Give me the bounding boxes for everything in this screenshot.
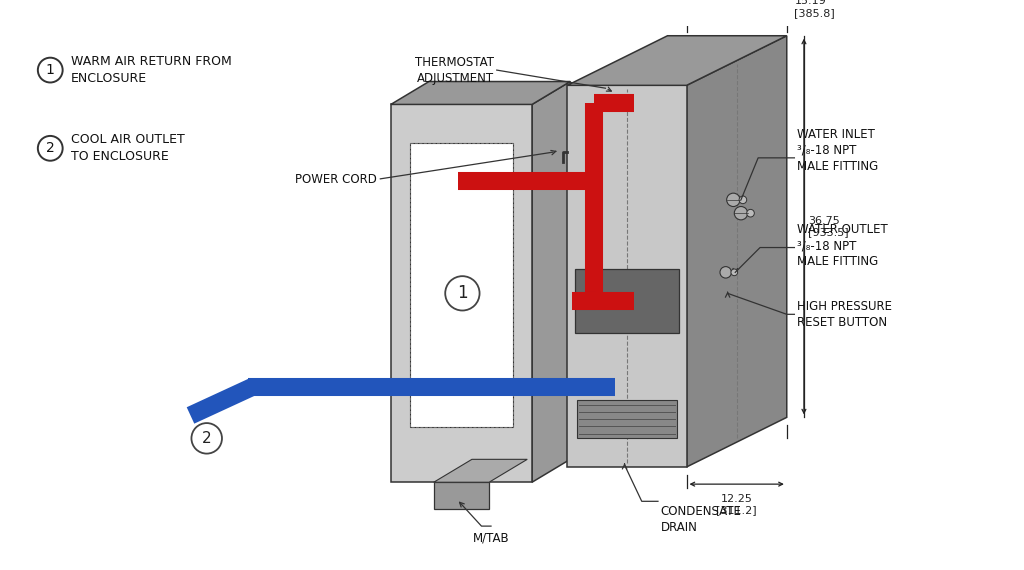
Text: HIGH PRESSURE
RESET BUTTON: HIGH PRESSURE RESET BUTTON: [798, 300, 892, 329]
Text: 36.75
[933.5]: 36.75 [933.5]: [808, 216, 848, 237]
Polygon shape: [567, 86, 686, 467]
Polygon shape: [391, 82, 570, 104]
Text: 1: 1: [46, 63, 54, 77]
Polygon shape: [532, 82, 570, 482]
Circle shape: [720, 267, 731, 278]
Text: THERMOSTAT
ADJUSTMENT: THERMOSTAT ADJUSTMENT: [415, 56, 494, 84]
Circle shape: [731, 269, 737, 276]
Text: 12.25
[311.2]: 12.25 [311.2]: [717, 494, 757, 515]
Polygon shape: [391, 104, 532, 482]
Text: M/TAB: M/TAB: [473, 532, 509, 545]
Circle shape: [445, 276, 479, 311]
Text: WATER INLET
³/₈-18 NPT
MALE FITTING: WATER INLET ³/₈-18 NPT MALE FITTING: [798, 128, 879, 173]
Circle shape: [191, 423, 222, 454]
Text: CONDENSATE
DRAIN: CONDENSATE DRAIN: [660, 505, 741, 534]
Polygon shape: [574, 268, 679, 333]
Text: 1: 1: [457, 284, 468, 302]
Text: 15.19
[385.8]: 15.19 [385.8]: [795, 0, 836, 18]
Text: COOL AIR OUTLET
TO ENCLOSURE: COOL AIR OUTLET TO ENCLOSURE: [72, 133, 185, 164]
Circle shape: [38, 58, 62, 83]
Text: POWER CORD: POWER CORD: [295, 173, 377, 186]
Polygon shape: [410, 142, 513, 427]
Circle shape: [746, 209, 755, 217]
Circle shape: [739, 196, 746, 203]
Circle shape: [734, 206, 748, 220]
Polygon shape: [434, 482, 489, 509]
Text: WATER OUTLET
³/₈-18 NPT
MALE FITTING: WATER OUTLET ³/₈-18 NPT MALE FITTING: [798, 223, 888, 268]
Circle shape: [38, 136, 62, 161]
Text: 2: 2: [46, 141, 54, 155]
Polygon shape: [434, 459, 527, 482]
Text: WARM AIR RETURN FROM
ENCLOSURE: WARM AIR RETURN FROM ENCLOSURE: [72, 55, 232, 85]
Text: 2: 2: [202, 431, 212, 446]
Polygon shape: [577, 400, 677, 438]
Circle shape: [727, 193, 740, 206]
Polygon shape: [567, 36, 786, 86]
Polygon shape: [686, 36, 786, 467]
